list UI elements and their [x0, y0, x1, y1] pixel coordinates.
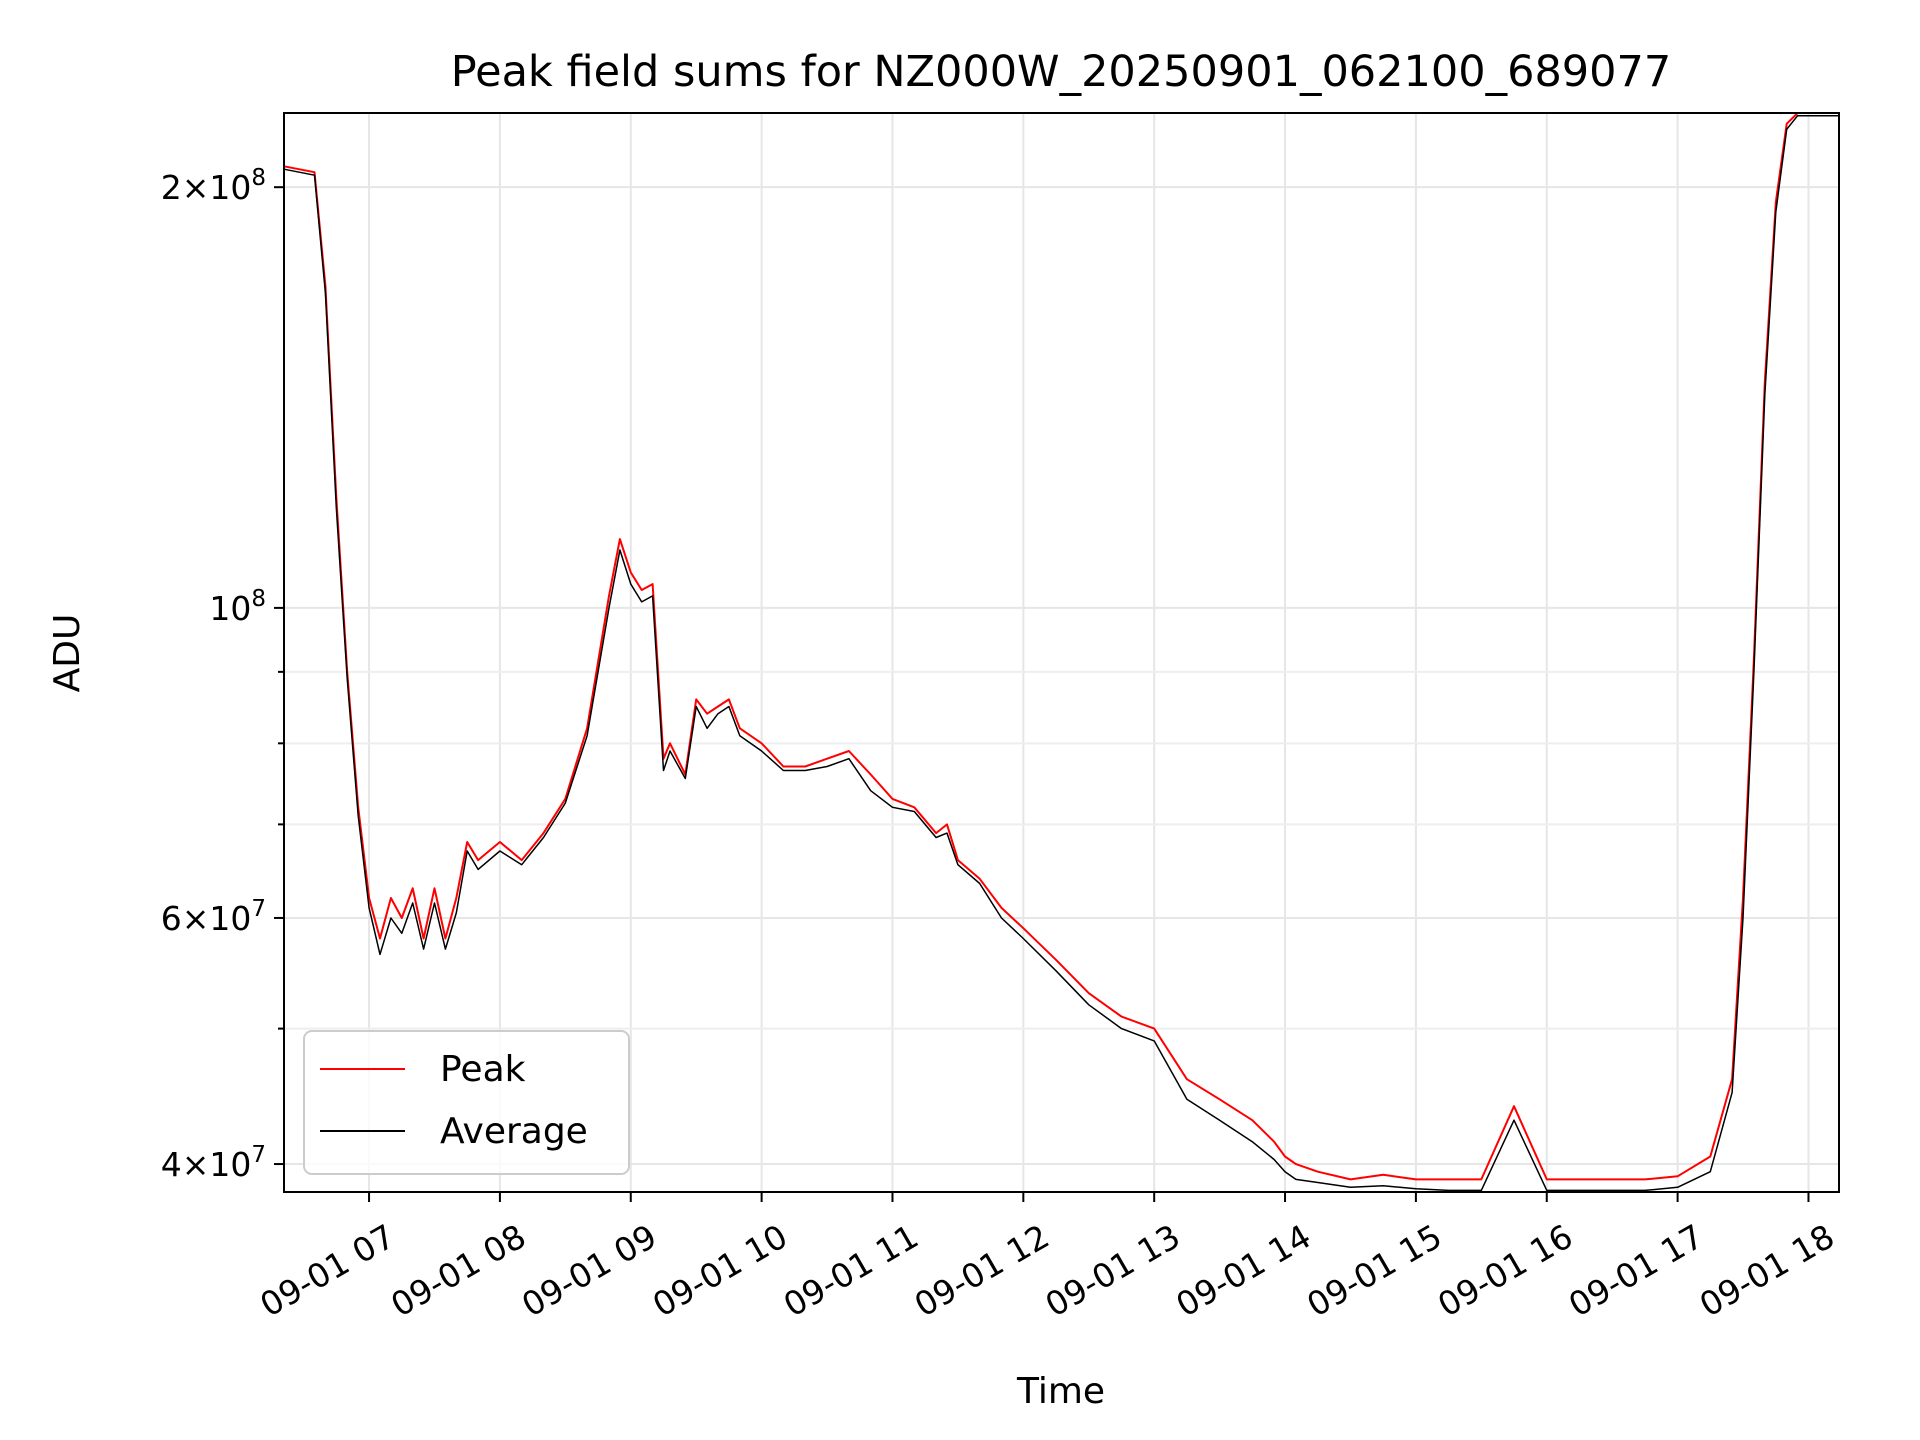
x-tick-label: 09-01 17 [1562, 1217, 1710, 1325]
y-tick-label: 6×107 [161, 896, 266, 938]
y-tick-label: 4×107 [161, 1142, 266, 1184]
x-tick-label: 09-01 12 [908, 1217, 1056, 1325]
x-tick-label: 09-01 18 [1693, 1217, 1841, 1325]
y-axis: 4×107 6×107 108 2×108 [161, 165, 284, 1184]
x-tick-label: 09-01 09 [515, 1217, 663, 1325]
y-tick-label: 2×108 [161, 165, 266, 207]
x-tick-label: 09-01 07 [253, 1217, 401, 1325]
series-line-average [283, 114, 1839, 1192]
x-tick-label: 09-01 11 [777, 1217, 925, 1325]
x-tick-label: 09-01 08 [384, 1217, 532, 1325]
x-axis-label: Time [1016, 1371, 1105, 1412]
x-tick-label: 09-01 14 [1169, 1217, 1317, 1325]
legend-average-label: Average [440, 1111, 588, 1152]
legend: Peak Average [303, 1030, 630, 1175]
x-tick-label: 09-01 13 [1039, 1217, 1187, 1325]
chart-title: Peak field sums for NZ000W_20250901_0621… [451, 47, 1672, 97]
x-tick-label: 09-01 15 [1300, 1217, 1448, 1325]
x-tick-label: 09-01 10 [646, 1217, 794, 1325]
y-axis-label: ADU [47, 614, 88, 693]
series-line-peak [283, 112, 1839, 1181]
y-tick-label: 108 [209, 586, 266, 628]
legend-peak-label: Peak [440, 1049, 526, 1090]
plot-area-frame [283, 112, 1840, 1193]
series-lines [283, 112, 1839, 1192]
grid [284, 113, 1839, 1192]
legend-box [303, 1030, 630, 1175]
x-tick-label: 09-01 16 [1431, 1217, 1579, 1325]
